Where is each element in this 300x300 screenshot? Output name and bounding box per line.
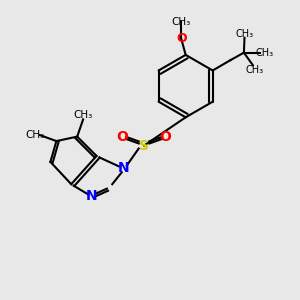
Text: CH₃: CH₃ bbox=[172, 17, 191, 27]
Text: N: N bbox=[117, 161, 129, 175]
Text: CH₃: CH₃ bbox=[74, 110, 93, 120]
Text: N: N bbox=[86, 189, 98, 203]
Text: O: O bbox=[160, 130, 171, 144]
Text: S: S bbox=[139, 139, 149, 152]
Text: CH₃: CH₃ bbox=[256, 48, 274, 58]
Text: O: O bbox=[176, 32, 187, 45]
Text: CH₃: CH₃ bbox=[236, 29, 253, 39]
Text: CH₃: CH₃ bbox=[25, 130, 44, 140]
Text: CH₃: CH₃ bbox=[245, 65, 263, 75]
Text: O: O bbox=[117, 130, 129, 144]
